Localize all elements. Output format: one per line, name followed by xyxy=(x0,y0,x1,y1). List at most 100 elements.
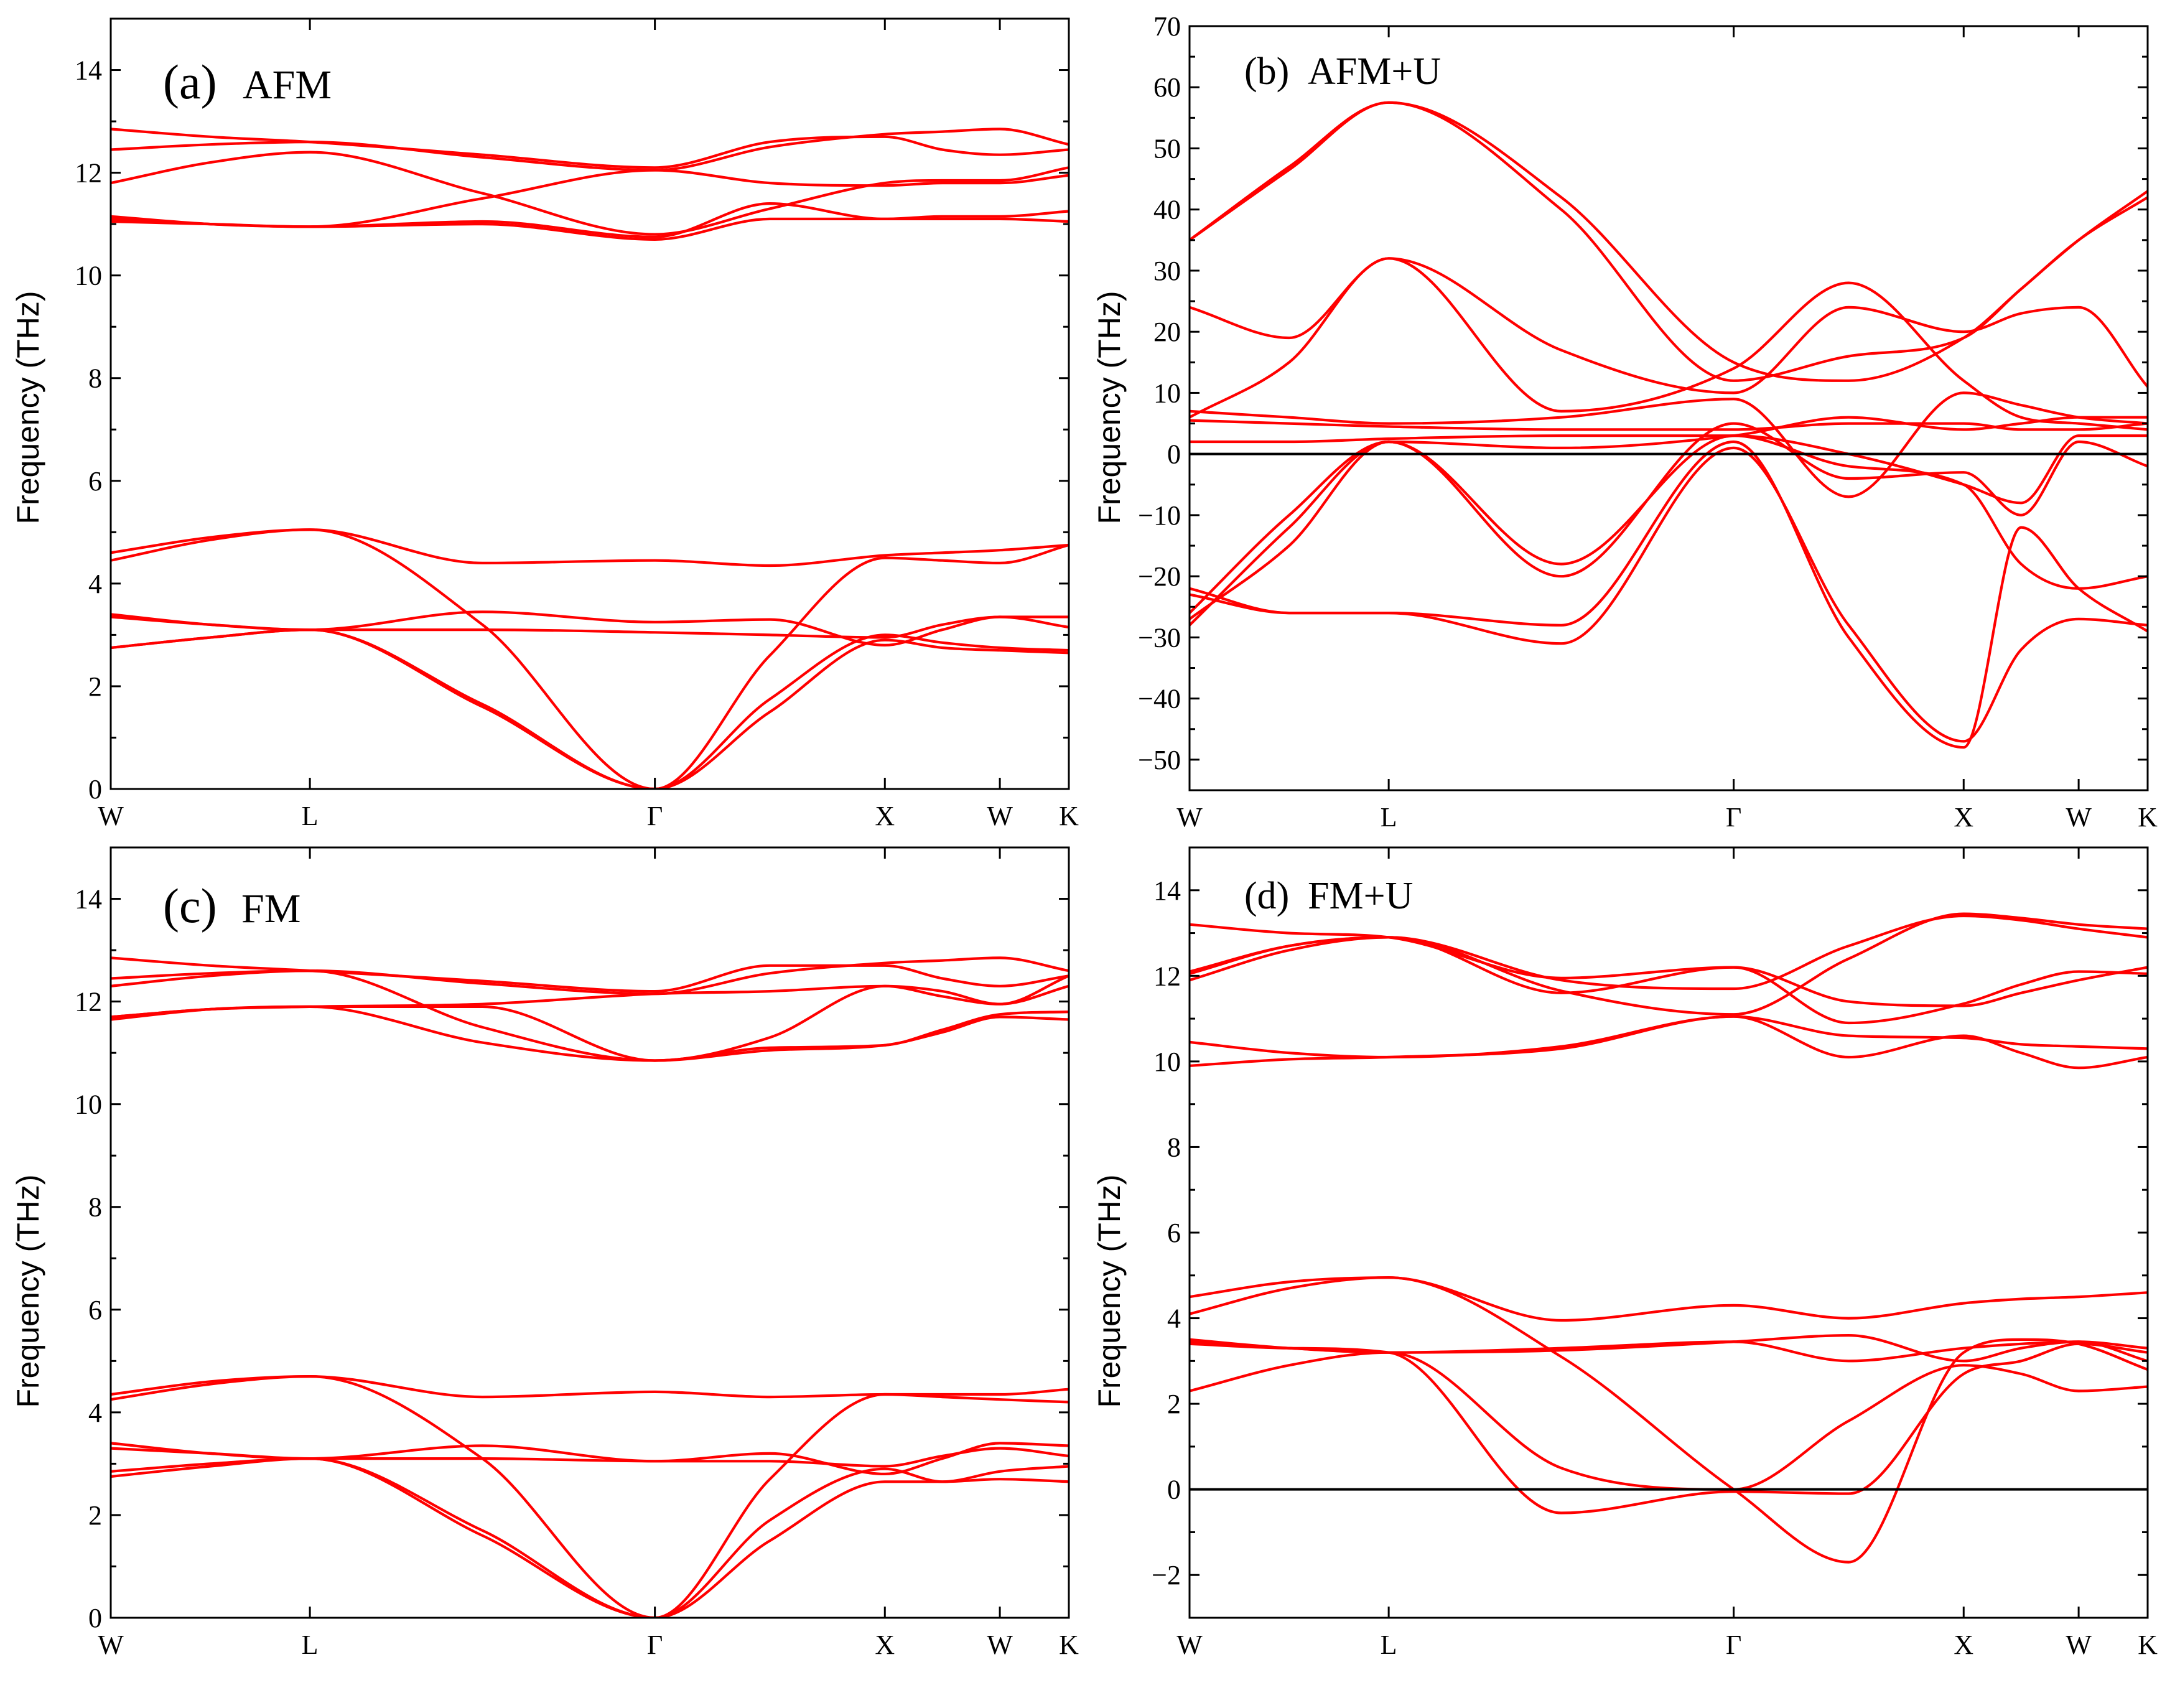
panel-c-title-prefix: (c) xyxy=(163,879,217,933)
panel-b-kpoint-label-2: Γ xyxy=(1726,802,1741,833)
panel-b-ytick-label-4: −10 xyxy=(1138,500,1181,531)
panel-c-frame xyxy=(109,846,1070,1619)
panel-a-ytick-label-4: 8 xyxy=(88,363,102,394)
panel-c-kpoint-label-3: X xyxy=(875,1630,895,1660)
panel-d-ytick-label-8: 14 xyxy=(1153,875,1181,906)
panel-d-band-8 xyxy=(1190,1015,2148,1070)
panel-d-ytick-label-0: −2 xyxy=(1152,1560,1181,1590)
panel-a-band-11 xyxy=(111,128,1069,169)
panel-b-bands xyxy=(1190,101,2148,749)
panel-d-fm-u: Frequency (THz) (d) FM+U −2 0 2 4 6 8 10 12 14 W L… xyxy=(1092,846,2158,1660)
panel-a-afm: Frequency (THz) (a) AFM 0 2 4 6 8 10 12 14 W L Γ X W… xyxy=(11,17,1079,831)
panel-c-ytick-label-5: 10 xyxy=(75,1090,102,1120)
panel-d-band-11 xyxy=(1190,923,2148,1007)
panel-c-band-6 xyxy=(111,1375,1069,1399)
panel-a-band-10 xyxy=(111,128,1069,172)
panel-c-band-10 xyxy=(111,956,1069,996)
panel-c-band-8 xyxy=(111,974,1069,1019)
panel-b-ytick-label-0: −50 xyxy=(1138,745,1181,775)
panel-c-ytick-label-6: 12 xyxy=(75,987,102,1017)
panel-b-kpoint-label-4: W xyxy=(2066,802,2092,833)
panel-d-band-2 xyxy=(1190,1342,2148,1514)
panel-d-frame xyxy=(1188,846,2149,1619)
panel-b-band-2 xyxy=(1190,101,2148,382)
panel-a-ytick-label-3: 6 xyxy=(88,466,102,497)
panel-c-ytick-label-1: 2 xyxy=(88,1500,102,1531)
panel-b-band-3 xyxy=(1190,257,2148,394)
panel-d-title-prefix: (d) xyxy=(1244,875,1289,917)
panel-d-bands xyxy=(1190,912,2148,1564)
panel-a-band-6 xyxy=(111,528,1069,567)
panel-b-ytick-label-2: −30 xyxy=(1138,622,1181,653)
panel-c-title: FM xyxy=(241,886,300,931)
panel-d-band-4 xyxy=(1190,1338,2148,1363)
panel-b-ytick-label-1: −40 xyxy=(1138,684,1181,714)
panel-a-title: AFM xyxy=(243,62,332,108)
panel-c-band-4 xyxy=(111,1442,1069,1475)
panel-c-ytick-label-7: 14 xyxy=(75,884,102,915)
panel-c-band-1 xyxy=(111,1457,1069,1618)
panel-a-ytick-label-1: 2 xyxy=(88,671,102,702)
panel-b-frame xyxy=(1188,25,2149,791)
panel-b-ytick-label-9: 40 xyxy=(1153,195,1181,225)
panel-b-kpoint-label-5: K xyxy=(2138,802,2158,833)
panel-b-ytick-label-5: 0 xyxy=(1167,439,1181,470)
panel-a-band-9 xyxy=(111,151,1069,236)
panel-c-kpoint-label-5: K xyxy=(1059,1630,1079,1660)
panel-d-ytick-label-7: 12 xyxy=(1153,961,1181,991)
panel-b-title: AFM+U xyxy=(1308,50,1441,93)
panel-a-ylabel: Frequency (THz) xyxy=(11,291,45,524)
panel-a-band-8 xyxy=(111,215,1069,241)
panel-b-kpoint-label-3: X xyxy=(1954,802,1973,833)
panel-b-ytick-label-8: 30 xyxy=(1153,256,1181,286)
panel-d-kpoint-label-5: K xyxy=(2138,1630,2158,1660)
panel-a-band-2 xyxy=(111,628,1069,789)
panel-a-ytick-label-5: 10 xyxy=(75,261,102,291)
panel-b-band-4 xyxy=(1190,257,2148,431)
panel-d-kpoint-label-4: W xyxy=(2066,1630,2092,1660)
panel-c-ytick-label-2: 4 xyxy=(88,1398,102,1428)
panel-b-title-prefix: (b) xyxy=(1244,50,1289,93)
panel-d-ytick-label-4: 6 xyxy=(1167,1218,1181,1248)
panel-c-band-5 xyxy=(111,1375,1069,1618)
panel-c-ytick-label-3: 6 xyxy=(88,1295,102,1325)
panel-c-ylabel: Frequency (THz) xyxy=(11,1174,45,1407)
panel-a-kpoint-label-1: L xyxy=(302,801,319,831)
panel-b-ytick-label-10: 50 xyxy=(1153,133,1181,164)
panel-d-ytick-label-1: 0 xyxy=(1167,1475,1181,1505)
panel-a-ytick-label-2: 4 xyxy=(88,569,102,599)
panel-c-band-9 xyxy=(111,969,1069,1062)
panel-b-band-11 xyxy=(1190,434,2148,505)
panel-b-ytick-label-12: 70 xyxy=(1153,11,1181,42)
panel-d-band-6 xyxy=(1190,1276,2148,1322)
panel-b-band-12 xyxy=(1190,391,2148,498)
panel-d-band-10 xyxy=(1190,914,2148,991)
panel-a-ytick-label-6: 12 xyxy=(75,158,102,189)
panel-a-kpoint-label-3: X xyxy=(875,801,895,831)
panel-d-ytick-label-5: 8 xyxy=(1167,1132,1181,1162)
panel-b-kpoint-label-0: W xyxy=(1176,802,1203,833)
panel-b-ytick-label-3: −20 xyxy=(1138,561,1181,592)
panel-c-ytick-label-0: 0 xyxy=(88,1603,102,1633)
panel-d-kpoint-label-1: L xyxy=(1381,1630,1397,1660)
panel-a-kpoint-label-0: W xyxy=(98,801,124,831)
panel-c-kpoint-label-0: W xyxy=(98,1630,124,1660)
panel-d-band-12 xyxy=(1190,912,2148,1016)
panel-c-ytick-label-4: 8 xyxy=(88,1192,102,1223)
panel-b-afm-u: Frequency (THz) (b) AFM+U −50 −40 −30 −20 −1… xyxy=(1092,11,2158,833)
panel-b-band-7 xyxy=(1190,440,2148,749)
panel-a-bands xyxy=(111,128,1069,789)
panel-d-ytick-label-6: 10 xyxy=(1153,1047,1181,1077)
panel-b-ytick-label-7: 20 xyxy=(1153,317,1181,347)
panel-a-band-5 xyxy=(111,528,1069,789)
panel-c-kpoint-label-1: L xyxy=(302,1630,319,1660)
panel-d-band-1 xyxy=(1190,1351,2148,1491)
panel-a-kpoint-label-5: K xyxy=(1059,801,1079,831)
panel-a-ytick-label-7: 14 xyxy=(75,55,102,86)
panel-c-fm: Frequency (THz) (c) FM 0 2 4 6 8 10 12 14 W L Γ X W K xyxy=(11,846,1079,1660)
panel-d-band-5 xyxy=(1190,1276,2148,1564)
panel-a-frame xyxy=(109,17,1070,790)
panel-a-title-prefix: (a) xyxy=(163,55,217,109)
